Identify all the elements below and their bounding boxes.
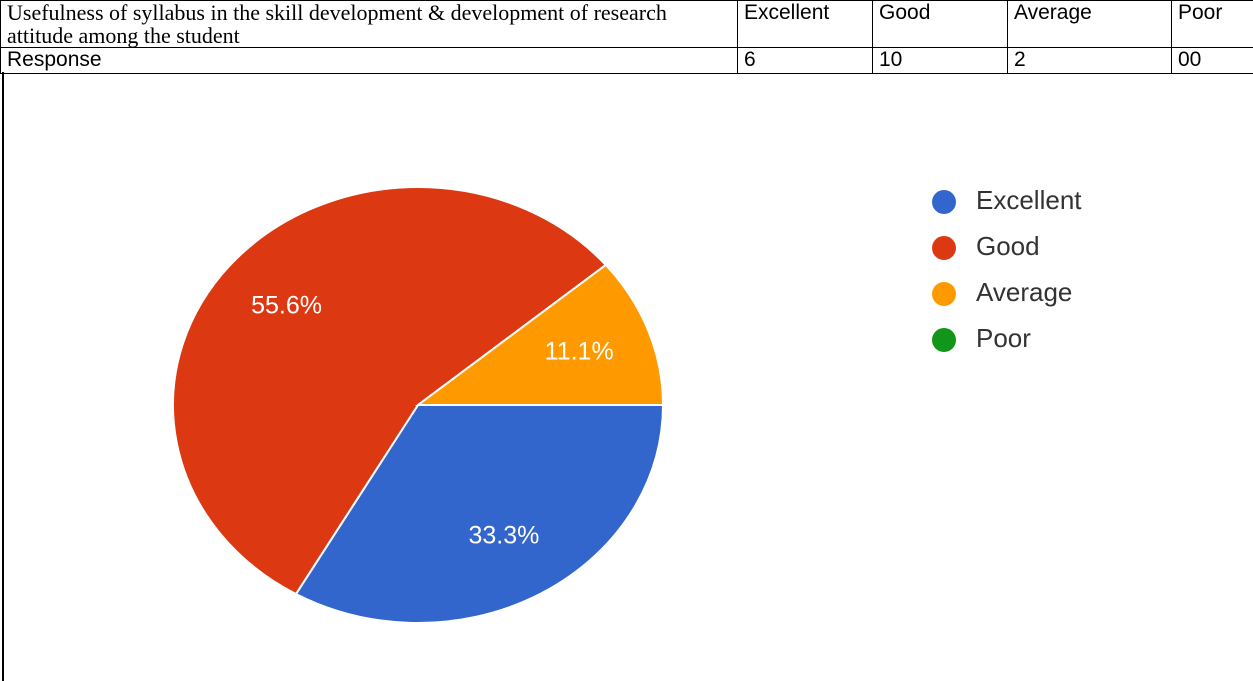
- legend-swatch: [932, 328, 956, 352]
- table-cell: Response: [0, 47, 738, 74]
- table-body: Usefulness of syllabus in the skill deve…: [0, 0, 1253, 74]
- table-cell: 2: [1007, 47, 1172, 74]
- pie-slice: [414, 263, 665, 406]
- slice-label: 33.3%: [468, 522, 539, 550]
- slice-label: 11.1%: [545, 337, 614, 365]
- legend-swatch: [932, 236, 956, 260]
- table-row: Usefulness of syllabus in the skill deve…: [0, 0, 1253, 48]
- legend-label: Excellent: [976, 185, 1082, 215]
- table-cell: Usefulness of syllabus in the skill deve…: [0, 0, 738, 48]
- legend-label: Good: [976, 231, 1040, 261]
- legend-swatch: [932, 282, 956, 306]
- data-table: Usefulness of syllabus in the skill deve…: [0, 0, 1253, 74]
- table-cell: Average: [1007, 0, 1172, 48]
- legend-label: Average: [976, 277, 1072, 307]
- pie-slice: [294, 404, 665, 624]
- table-cell: Poor: [1171, 0, 1253, 48]
- frame-border: [2, 72, 4, 681]
- legend-swatch: [932, 190, 956, 214]
- table-cell: 10: [872, 47, 1008, 74]
- legend-label: Poor: [976, 323, 1031, 353]
- table-row: Response 6 10 2 00: [0, 47, 1253, 74]
- table-cell: Good: [872, 0, 1008, 48]
- table-cell: 6: [737, 47, 873, 74]
- slice-label: 55.6%: [251, 292, 322, 320]
- table-cell: 00: [1171, 47, 1253, 74]
- pie-slice: [172, 186, 608, 596]
- table-cell: Excellent: [737, 0, 873, 48]
